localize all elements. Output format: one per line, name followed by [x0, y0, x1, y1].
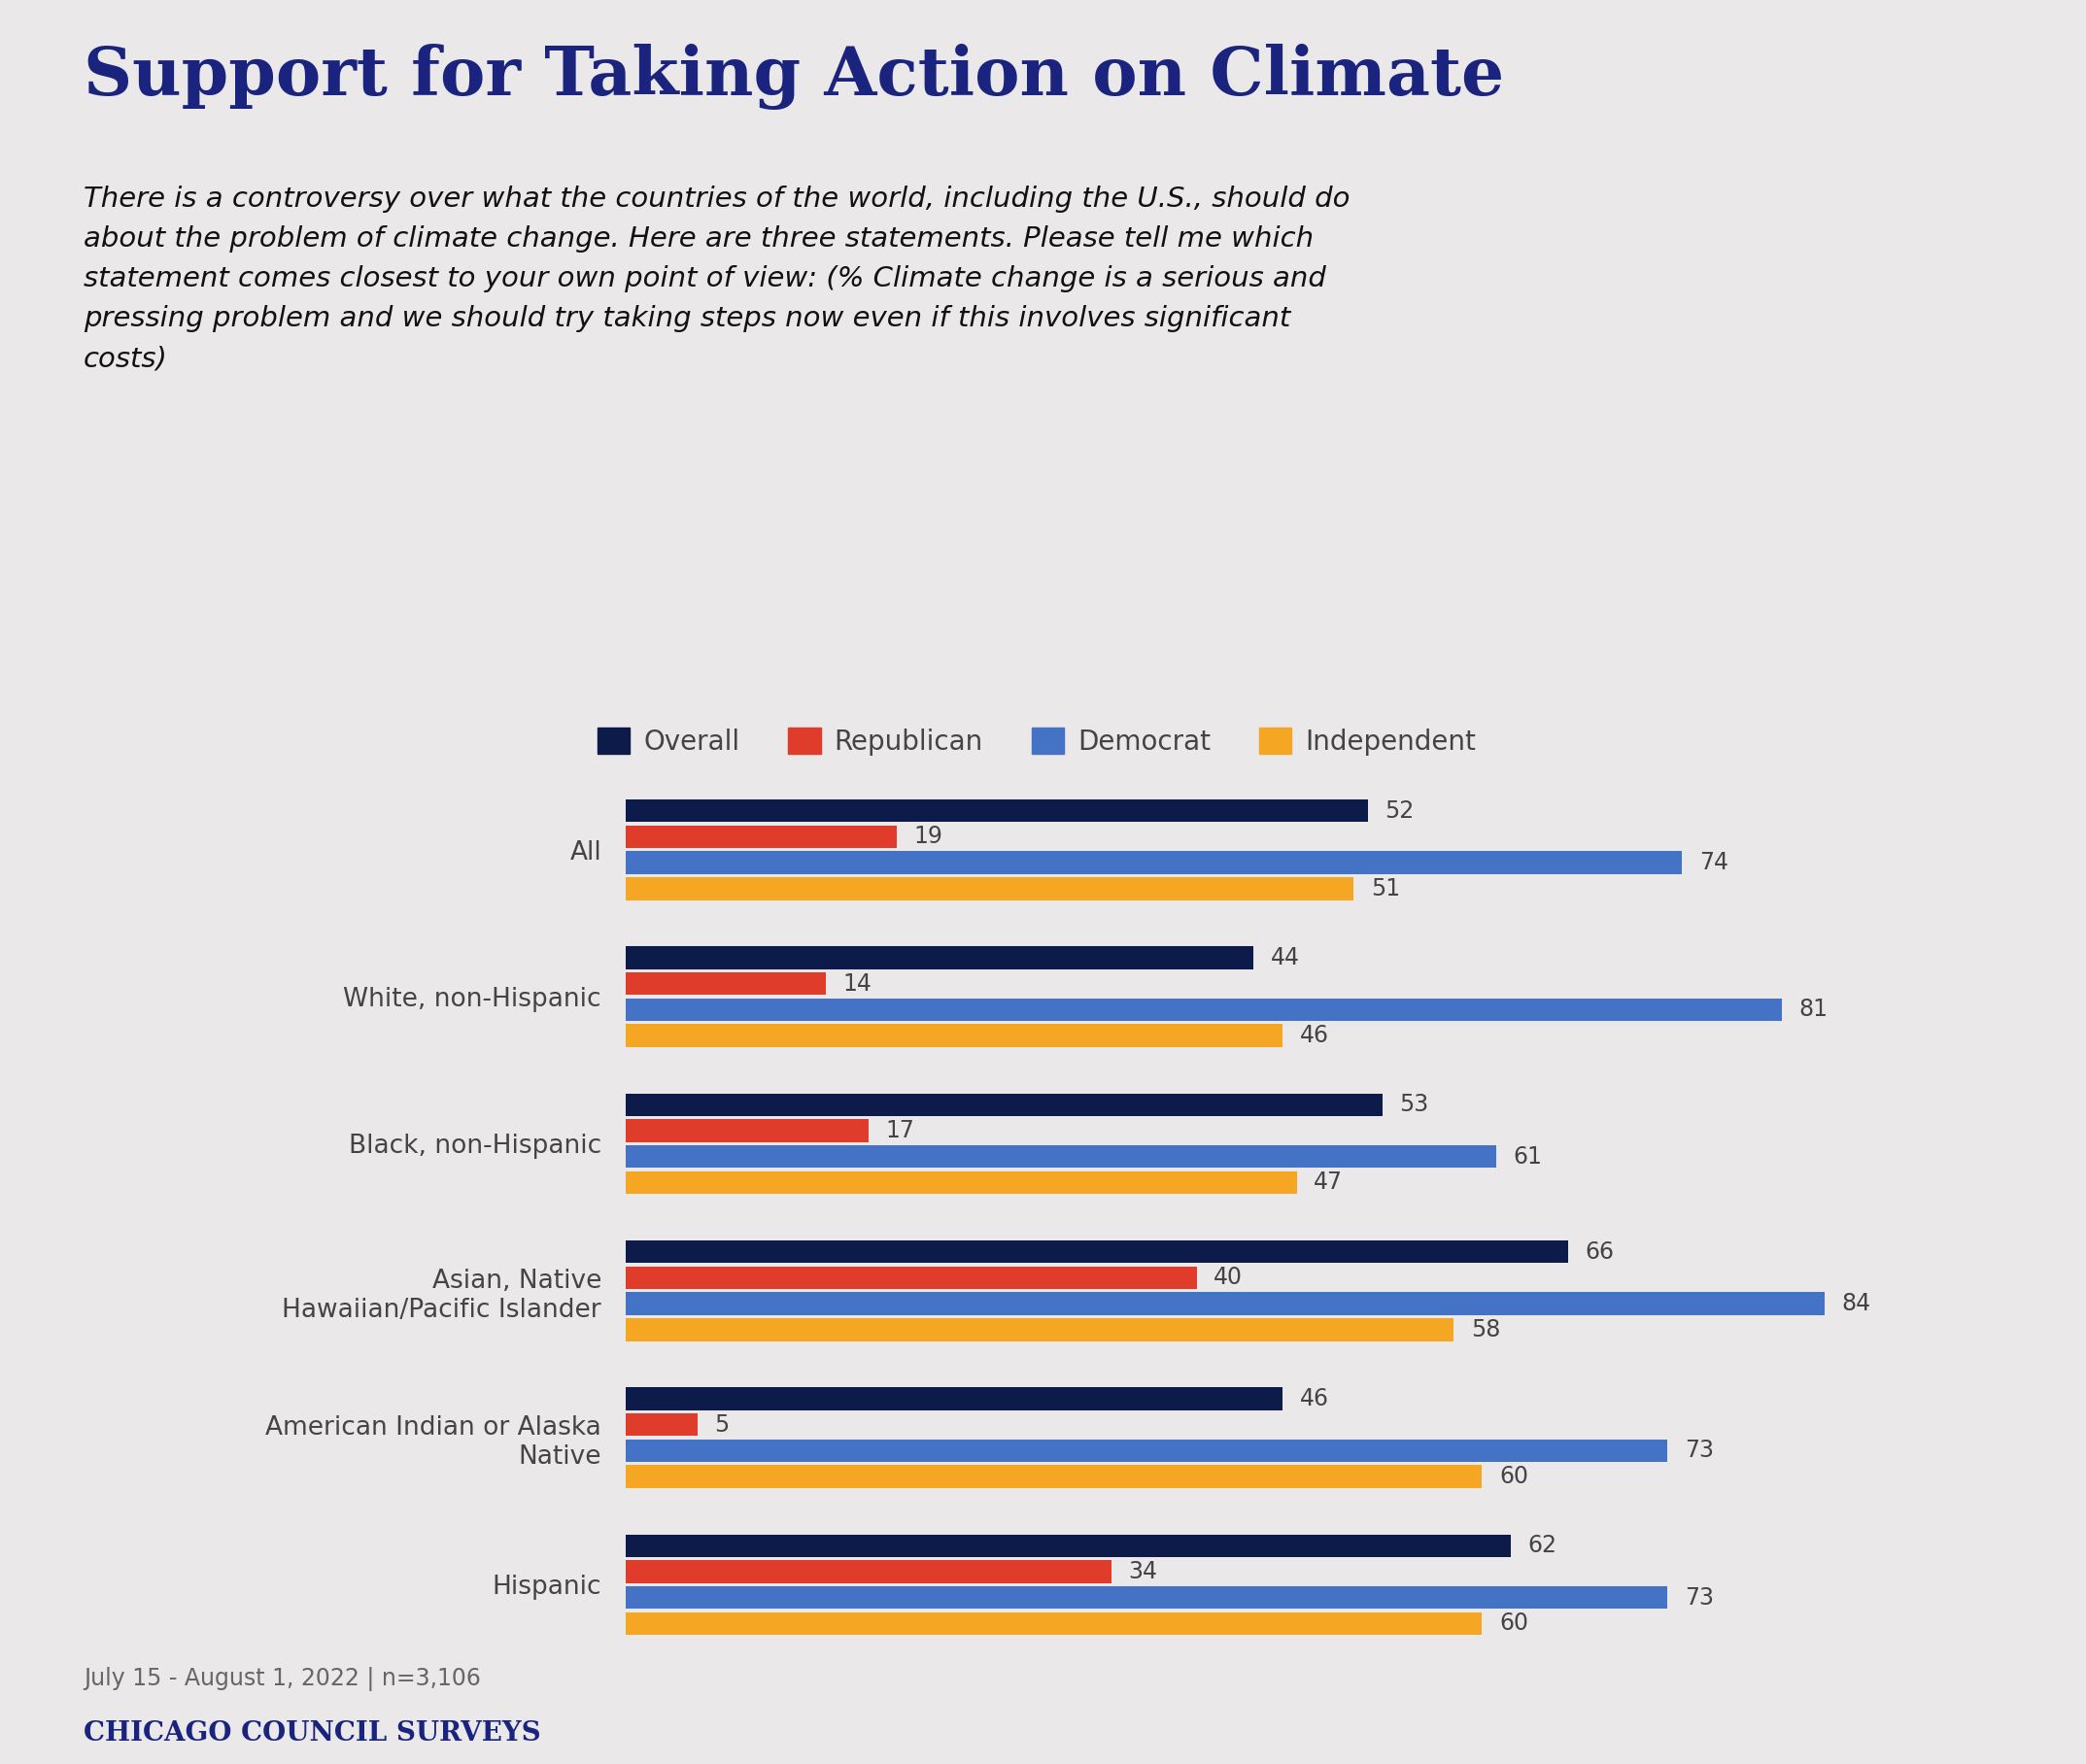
Text: 46: 46: [1300, 1387, 1329, 1411]
Bar: [626, 1535, 1510, 1558]
Bar: [626, 1466, 1483, 1489]
Text: 44: 44: [1270, 946, 1300, 970]
Bar: [626, 1145, 1496, 1168]
Text: Support for Taking Action on Climate: Support for Taking Action on Climate: [83, 44, 1504, 109]
Bar: [626, 998, 1781, 1021]
Bar: [626, 972, 826, 995]
Text: 52: 52: [1385, 799, 1414, 822]
Bar: [626, 877, 1354, 900]
Bar: [626, 1586, 1667, 1609]
Text: 19: 19: [914, 826, 943, 848]
Text: 74: 74: [1700, 850, 1727, 875]
Text: There is a controversy over what the countries of the world, including the U.S.,: There is a controversy over what the cou…: [83, 185, 1350, 372]
Bar: [626, 946, 1254, 968]
Text: 40: 40: [1214, 1267, 1243, 1289]
Bar: [626, 1561, 1112, 1582]
Text: 60: 60: [1500, 1612, 1529, 1635]
Bar: [626, 1120, 868, 1141]
Text: 60: 60: [1500, 1464, 1529, 1489]
Bar: [626, 1612, 1483, 1635]
Legend: Overall, Republican, Democrat, Independent: Overall, Republican, Democrat, Independe…: [597, 729, 1477, 755]
Text: 66: 66: [1585, 1240, 1615, 1263]
Text: July 15 - August 1, 2022 | n=3,106: July 15 - August 1, 2022 | n=3,106: [83, 1667, 480, 1692]
Bar: [626, 1094, 1383, 1117]
Text: 34: 34: [1129, 1559, 1158, 1584]
Text: 51: 51: [1371, 877, 1400, 900]
Text: 17: 17: [887, 1118, 914, 1143]
Bar: [626, 1240, 1569, 1263]
Text: 73: 73: [1685, 1439, 1715, 1462]
Bar: [626, 1293, 1825, 1314]
Bar: [626, 1439, 1667, 1462]
Text: 84: 84: [1842, 1291, 1871, 1316]
Text: 58: 58: [1471, 1318, 1500, 1341]
Text: 46: 46: [1300, 1023, 1329, 1048]
Text: 5: 5: [713, 1413, 730, 1436]
Bar: [626, 1171, 1297, 1194]
Bar: [626, 826, 897, 848]
Text: 53: 53: [1400, 1094, 1429, 1117]
Text: 14: 14: [843, 972, 872, 995]
Bar: [626, 1413, 697, 1436]
Text: 62: 62: [1527, 1535, 1556, 1558]
Bar: [626, 1025, 1283, 1048]
Text: CHICAGO COUNCIL SURVEYS: CHICAGO COUNCIL SURVEYS: [83, 1720, 540, 1746]
Bar: [626, 1318, 1454, 1341]
Bar: [626, 799, 1368, 822]
Text: 47: 47: [1314, 1171, 1343, 1194]
Text: 61: 61: [1514, 1145, 1542, 1168]
Text: 81: 81: [1798, 998, 1827, 1021]
Text: 73: 73: [1685, 1586, 1715, 1609]
Bar: [626, 852, 1681, 873]
Bar: [626, 1267, 1197, 1289]
Bar: [626, 1387, 1283, 1409]
